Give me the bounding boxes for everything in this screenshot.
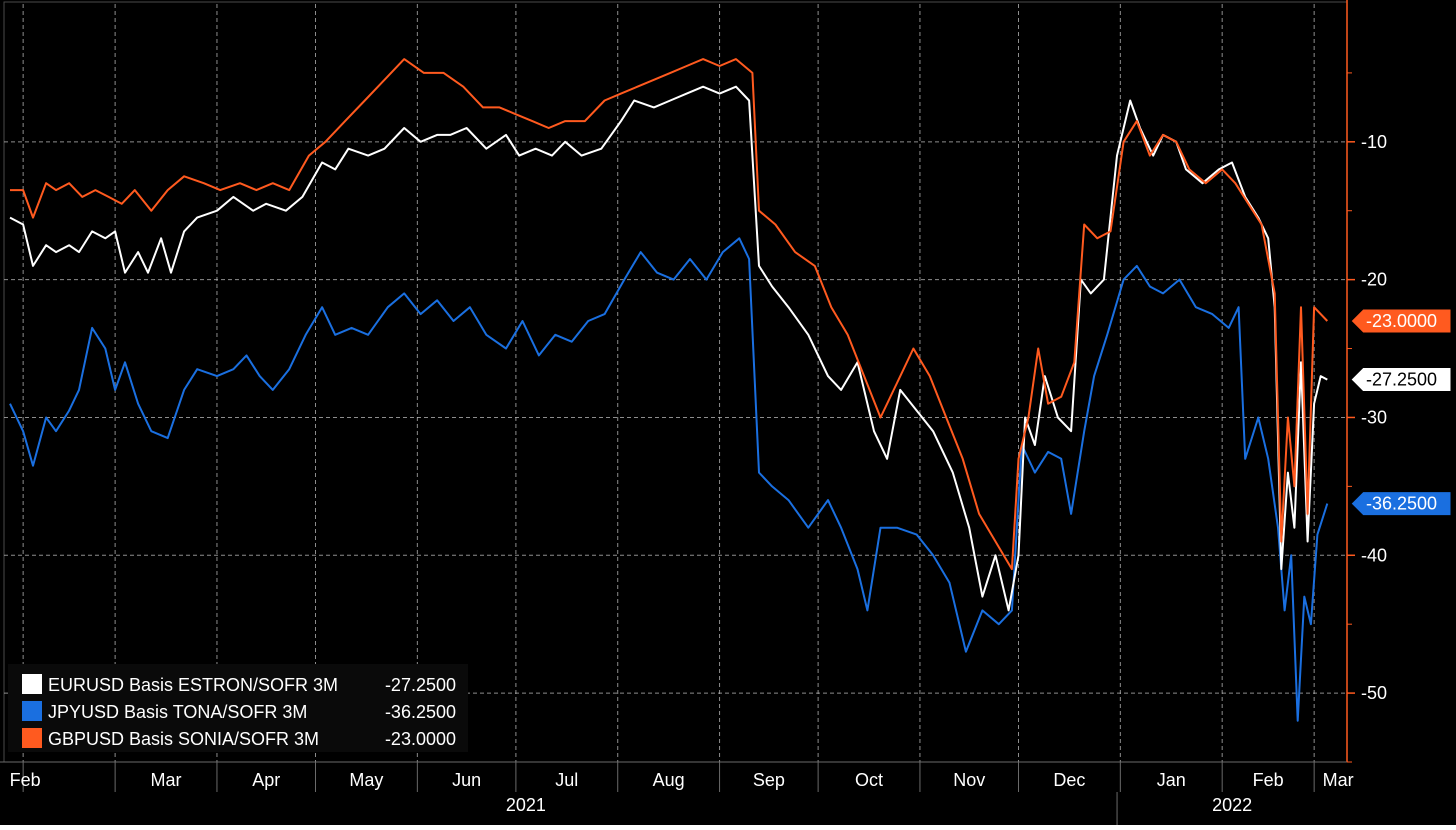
legend-series-name: JPYUSD Basis TONA/SOFR 3M <box>48 702 307 722</box>
legend-box <box>8 664 468 752</box>
legend-swatch <box>22 728 42 748</box>
x-tick-label: Apr <box>252 770 280 790</box>
legend-swatch <box>22 674 42 694</box>
y-tick-label: -20 <box>1361 270 1387 290</box>
legend-series-value: -27.2500 <box>385 675 456 695</box>
y-tick-label: -30 <box>1361 407 1387 427</box>
y-tick-label: -10 <box>1361 132 1387 152</box>
y-tick-label: -50 <box>1361 683 1387 703</box>
last-value-tag-label: -27.2500 <box>1366 370 1437 390</box>
last-value-tag <box>1350 367 1452 393</box>
axis-layer: -10 -20 -30 -40 -50 Feb Mar Apr May Jun Jul Aug Sep O… <box>0 0 1387 825</box>
x-tick-label: Aug <box>653 770 685 790</box>
grid-layer <box>3 1 1348 763</box>
x-tick-label: Sep <box>753 770 785 790</box>
x-tick-label: Mar <box>151 770 182 790</box>
x-year-label: 2021 <box>506 795 546 815</box>
legend-series-name: GBPUSD Basis SONIA/SOFR 3M <box>48 729 319 749</box>
x-tick-label: Jun <box>452 770 481 790</box>
x-tick-label: Jul <box>555 770 578 790</box>
last-value-tag-label: -36.2500 <box>1366 494 1437 514</box>
last-value-tag <box>1350 308 1452 334</box>
last-value-tags: -23.0000 -27.2500 -36.2500 <box>1350 308 1452 517</box>
y-tick-label: -40 <box>1361 545 1387 565</box>
series-line <box>9 237 1329 722</box>
x-year-label: 2022 <box>1212 795 1252 815</box>
x-tick-label: May <box>349 770 383 790</box>
last-value-tag <box>1350 491 1452 517</box>
x-tick-label: Feb <box>10 770 41 790</box>
series-layer <box>9 58 1329 722</box>
x-tick-label: Mar <box>1323 770 1354 790</box>
legend-series-value: -36.2500 <box>385 702 456 722</box>
x-tick-label: Jan <box>1157 770 1186 790</box>
legend-series-value: -23.0000 <box>385 729 456 749</box>
last-value-tag-label: -23.0000 <box>1366 311 1437 331</box>
legend-swatch <box>22 701 42 721</box>
legend: EURUSD Basis ESTRON/SOFR 3M -27.2500 JPYUS… <box>8 664 468 752</box>
x-tick-label: Dec <box>1053 770 1085 790</box>
series-line <box>10 58 1329 571</box>
x-tick-label: Feb <box>1253 770 1284 790</box>
legend-series-name: EURUSD Basis ESTRON/SOFR 3M <box>48 675 338 695</box>
x-tick-label: Nov <box>953 770 985 790</box>
x-tick-label: Oct <box>855 770 883 790</box>
